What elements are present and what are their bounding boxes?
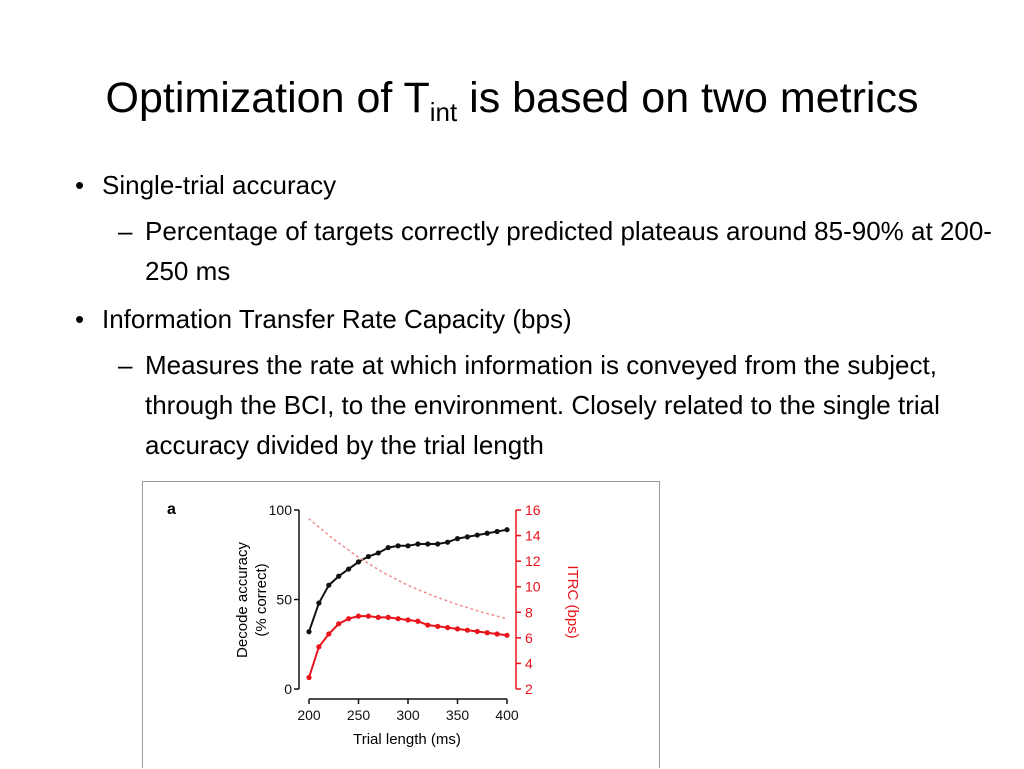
- title-subscript: int: [429, 97, 458, 127]
- sub-bullet-text: Measures the rate at which information i…: [145, 350, 940, 460]
- accuracy-data-point: [474, 532, 480, 538]
- bullet-list: • Single-trial accuracy – Percentage of …: [75, 165, 995, 465]
- bullet-item: • Information Transfer Rate Capacity (bp…: [75, 299, 995, 339]
- itrc-data-point: [355, 613, 362, 619]
- accuracy-data-point: [484, 530, 490, 536]
- accuracy-data-point: [336, 573, 342, 579]
- accuracy-data-point: [435, 541, 441, 547]
- y-right-tick-label: 16: [525, 502, 541, 518]
- sub-bullet-marker: –: [118, 350, 133, 380]
- y-right-label: ITRC (bps): [564, 565, 581, 638]
- accuracy-data-point: [454, 536, 461, 542]
- x-tick-label: 400: [495, 707, 519, 723]
- itrc-data-point: [346, 616, 352, 622]
- y-right-tick-label: 2: [525, 681, 533, 697]
- title-rest: is based on two metrics: [469, 74, 919, 122]
- y-right-tick-label: 14: [525, 528, 541, 544]
- itrc-data-point: [365, 613, 371, 619]
- accuracy-data-point: [425, 541, 431, 547]
- accuracy-data-point: [355, 559, 362, 565]
- itrc-data-point: [415, 618, 421, 624]
- accuracy-data-point: [464, 534, 470, 540]
- accuracy-data-point: [346, 566, 352, 572]
- accuracy-data-point: [405, 543, 411, 549]
- sub-bullet-item: – Percentage of targets correctly predic…: [118, 211, 995, 291]
- itrc-data-point: [306, 674, 312, 681]
- sub-bullet-marker: –: [118, 216, 133, 246]
- accuracy-data-point: [415, 541, 421, 547]
- itrc-data-point: [504, 632, 510, 638]
- itrc-data-point: [405, 617, 411, 623]
- y-right-tick-label: 12: [525, 553, 541, 569]
- itrc-data-point: [395, 616, 401, 622]
- itrc-data-point: [484, 630, 490, 636]
- bullet-marker: •: [75, 304, 85, 334]
- accuracy-data-point: [306, 629, 312, 635]
- y-right-tick-label: 10: [525, 579, 541, 595]
- itrc-data-point: [445, 625, 451, 631]
- accuracy-data-point: [326, 582, 332, 588]
- itrc-data-point: [454, 626, 461, 632]
- itrc-data-point: [336, 621, 342, 627]
- chart-figure: a Trial length (ms) Decode accuracy (% c…: [142, 481, 660, 768]
- accuracy-data-point: [375, 550, 381, 556]
- accuracy-data-point: [385, 544, 391, 551]
- chart-svg: a Trial length (ms) Decode accuracy (% c…: [167, 501, 581, 748]
- accuracy-data-point: [316, 600, 322, 606]
- bullet-text: Information Transfer Rate Capacity (bps): [102, 304, 572, 334]
- y-left-tick-label: 0: [284, 681, 292, 697]
- y-right-tick-label: 4: [525, 655, 533, 671]
- itrc-data-point: [375, 614, 381, 620]
- itrc-data-point: [385, 614, 391, 620]
- accuracy-data-point: [494, 528, 500, 535]
- bullet-text: Single-trial accuracy: [102, 170, 337, 200]
- y-left-tick-label: 50: [276, 592, 292, 608]
- title-main: Optimization of T: [105, 74, 430, 122]
- bullet-marker: •: [75, 170, 85, 200]
- x-tick-label: 350: [446, 707, 470, 723]
- accuracy-data-point: [365, 553, 371, 560]
- x-tick-label: 200: [297, 707, 321, 723]
- itrc-data-point: [425, 622, 431, 628]
- itrc-data-point: [435, 623, 441, 629]
- itrc-data-point: [464, 627, 470, 633]
- y-left-label-1: Decode accuracy: [234, 542, 251, 658]
- sub-bullet-text: Percentage of targets correctly predicte…: [145, 216, 992, 286]
- y-left-label-2: (% correct): [253, 563, 270, 636]
- accuracy-data-point: [445, 539, 451, 545]
- panel-label: a: [167, 501, 176, 518]
- accuracy-data-point: [395, 543, 401, 549]
- slide-title: Optimization of Tint is based on two met…: [0, 70, 1024, 126]
- itrc-data-point: [316, 644, 322, 650]
- itrc-data-point: [494, 631, 500, 637]
- x-axis-label: Trial length (ms): [353, 731, 461, 748]
- y-right-tick-label: 6: [525, 630, 533, 646]
- sub-bullet-item: – Measures the rate at which information…: [118, 345, 995, 465]
- accuracy-data-point: [504, 527, 510, 533]
- itrc-data-point: [326, 631, 332, 637]
- x-tick-label: 300: [396, 707, 420, 723]
- itrc-data-point: [474, 628, 480, 635]
- y-left-tick-label: 100: [269, 502, 293, 518]
- x-tick-label: 250: [347, 707, 371, 723]
- y-right-tick-label: 8: [525, 604, 533, 620]
- bullet-item: • Single-trial accuracy: [75, 165, 995, 205]
